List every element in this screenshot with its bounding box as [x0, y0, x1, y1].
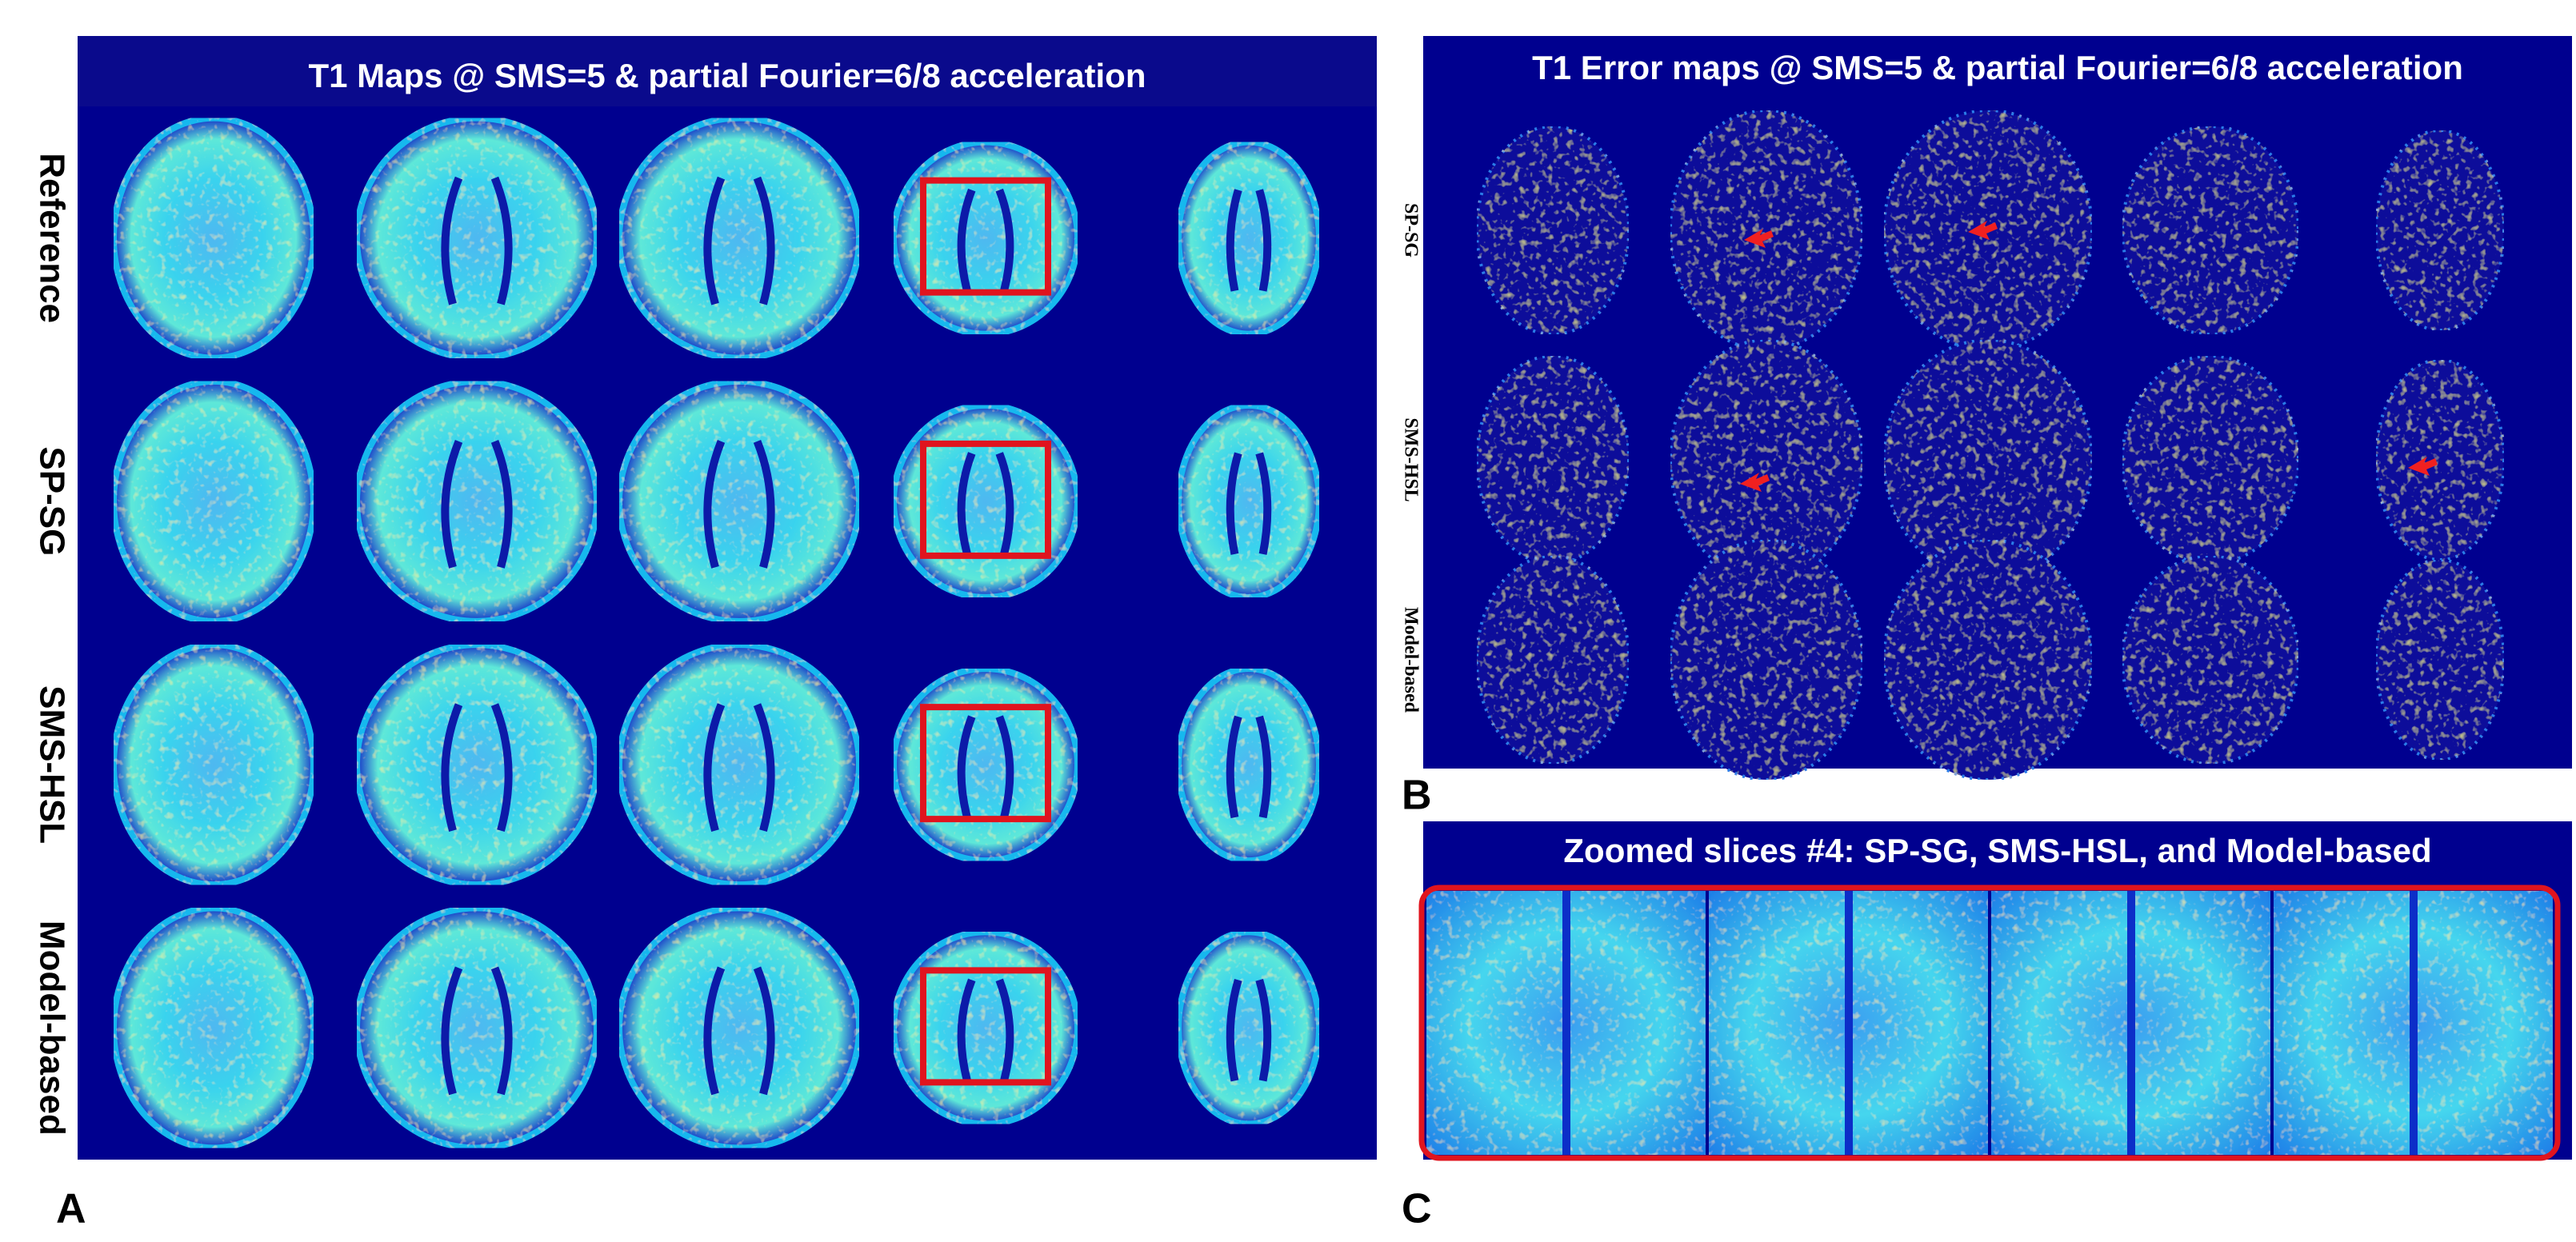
ventricle	[441, 703, 513, 832]
panel-a-title-band	[78, 36, 1377, 106]
ventricle	[1226, 452, 1272, 555]
brain-slice	[110, 905, 317, 1152]
ventricle	[957, 188, 1014, 292]
red-arrow	[2408, 457, 2438, 476]
zoom-sulcus	[1845, 891, 1853, 1155]
panel-c-images	[1426, 891, 2553, 1155]
brain-slice	[354, 641, 600, 889]
zoom-sulcus	[2127, 891, 2135, 1155]
panel-a-title: T1 Maps @ SMS=5 & partial Fourier=6/8 ac…	[308, 57, 1146, 94]
brain-slice	[1175, 401, 1322, 601]
error-slice	[2121, 554, 2300, 765]
error-slice	[1475, 554, 1630, 765]
row-label: Reference	[32, 153, 71, 323]
error-slice	[1669, 109, 1864, 352]
error-slice	[1882, 538, 2094, 781]
row-label: SP-SG	[1400, 203, 1421, 258]
error-slice	[2374, 129, 2506, 332]
panel-b-images	[1475, 109, 2506, 781]
red-arrow	[1744, 229, 1774, 248]
ventricle	[441, 966, 513, 1096]
roi-box	[920, 704, 1051, 823]
panel-c-title: Zoomed slices #4: SP-SG, SMS-HSL, and Mo…	[1563, 832, 2431, 869]
panel-a-rows: Reference SP-SG SMS-HSL Model-based	[32, 153, 71, 1136]
brain-slice	[616, 641, 862, 889]
brain-slice	[890, 138, 1081, 337]
panel-b-title: T1 Error maps @ SMS=5 & partial Fourier=…	[1532, 49, 2463, 86]
error-slice	[2374, 358, 2506, 561]
row-label: SMS-HSL	[32, 685, 71, 844]
brain-slice	[1175, 665, 1322, 865]
panel-c-letter: C	[1402, 1186, 1432, 1232]
zoom-border	[1418, 885, 2561, 1161]
brain-slice	[110, 377, 317, 625]
brain-slice	[1175, 138, 1322, 337]
ventricle	[703, 176, 775, 306]
brain-slice	[890, 401, 1081, 601]
brain-slice	[354, 114, 600, 361]
error-slice	[1475, 354, 1630, 565]
brain-slice	[110, 641, 317, 889]
brain-slice	[616, 905, 862, 1152]
row-label: Model-based	[32, 921, 71, 1136]
row-label: Model-based	[1400, 607, 1421, 713]
red-arrow	[1968, 221, 1998, 240]
brain-slice	[616, 114, 862, 361]
error-slice	[1475, 125, 1630, 336]
ventricle	[957, 715, 1014, 819]
error-slice	[2374, 558, 2506, 761]
zoom-sulcus	[2410, 891, 2418, 1155]
brain-slice	[354, 377, 600, 625]
ventricle	[1226, 189, 1272, 292]
roi-box	[920, 967, 1051, 1086]
ventricle	[1226, 978, 1272, 1082]
panel-a-images	[110, 114, 1322, 1152]
error-slice	[2121, 354, 2300, 565]
ventricle	[957, 452, 1014, 556]
roi-box	[920, 440, 1051, 559]
ventricle	[703, 440, 775, 569]
ventricle	[1226, 715, 1272, 819]
panel-b-rows: SP-SG SMS-HSL Model-based	[1400, 203, 1421, 713]
roi-box	[920, 177, 1051, 296]
brain-slice	[110, 114, 317, 361]
row-label: SP-SG	[32, 446, 71, 556]
error-slice	[2121, 125, 2300, 336]
brain-slice	[890, 929, 1081, 1128]
ventricle	[957, 978, 1014, 1082]
ventricle	[703, 966, 775, 1096]
red-arrow	[1740, 473, 1770, 492]
brain-slice	[890, 665, 1081, 865]
zoom-sulcus	[1562, 891, 1570, 1155]
brain-slice	[1175, 929, 1322, 1128]
brain-slice	[354, 905, 600, 1152]
panel-b-letter: B	[1402, 773, 1432, 819]
row-label: SMS-HSL	[1400, 417, 1421, 501]
ventricle	[441, 176, 513, 306]
panel-a-letter: A	[56, 1186, 86, 1232]
ventricle	[703, 703, 775, 832]
error-slice	[1669, 538, 1864, 781]
brain-slice	[616, 377, 862, 625]
ventricle	[441, 440, 513, 569]
